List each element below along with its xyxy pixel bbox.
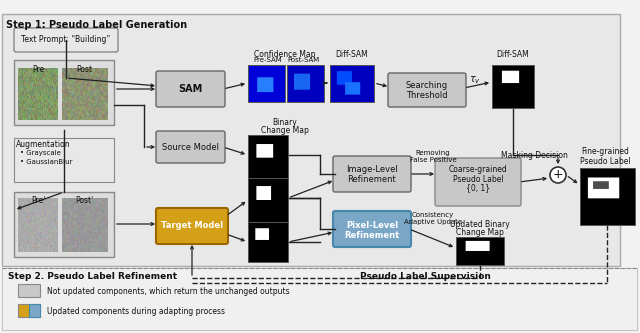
Text: Pre': Pre': [31, 196, 45, 205]
Bar: [14, 60, 114, 125]
Text: • GaussianBlur: • GaussianBlur: [20, 159, 72, 165]
Text: Post': Post': [75, 196, 93, 205]
Circle shape: [550, 167, 566, 183]
Text: Post-SAM: Post-SAM: [288, 57, 320, 63]
Text: Consistency: Consistency: [412, 212, 454, 218]
Bar: [18, 284, 40, 297]
Text: Step 2. Pseudo Label Refinement: Step 2. Pseudo Label Refinement: [8, 272, 177, 281]
Text: Pre: Pre: [32, 65, 44, 74]
Bar: [492, 65, 534, 108]
Bar: [2, 268, 637, 330]
Text: Pixel-Level: Pixel-Level: [346, 220, 398, 229]
Bar: [14, 192, 114, 257]
FancyBboxPatch shape: [156, 131, 225, 163]
Text: Change Map: Change Map: [261, 126, 309, 135]
Text: Text Prompt: “Building”: Text Prompt: “Building”: [21, 36, 111, 45]
Text: False Positive: False Positive: [410, 157, 456, 163]
Text: Not updated components, which return the unchanged outputs: Not updated components, which return the…: [47, 286, 290, 295]
FancyBboxPatch shape: [333, 156, 411, 192]
Bar: [330, 65, 374, 102]
Text: • Grayscale: • Grayscale: [20, 150, 61, 156]
Text: Updated components during adapting process: Updated components during adapting proce…: [47, 306, 225, 315]
Text: +: +: [553, 168, 563, 181]
Bar: [287, 65, 324, 102]
Text: Searching: Searching: [406, 81, 448, 90]
Text: Pseudo Label Supervision: Pseudo Label Supervision: [360, 272, 491, 281]
FancyBboxPatch shape: [435, 158, 521, 206]
Text: Pseudo Label: Pseudo Label: [580, 157, 630, 166]
FancyBboxPatch shape: [14, 28, 118, 52]
Text: Coarse-grained: Coarse-grained: [449, 166, 508, 174]
Text: Diff-SAM: Diff-SAM: [335, 50, 369, 59]
FancyBboxPatch shape: [388, 73, 466, 107]
Text: Pre-SAM: Pre-SAM: [253, 57, 282, 63]
Text: Confidence Map: Confidence Map: [254, 50, 316, 59]
Bar: [456, 237, 504, 265]
Bar: [29, 304, 40, 317]
Bar: [248, 135, 288, 178]
Text: Removing: Removing: [416, 150, 451, 156]
Text: Augmentation: Augmentation: [16, 140, 70, 149]
Bar: [2, 14, 620, 266]
Text: Change Map: Change Map: [456, 228, 504, 237]
Text: Refinement: Refinement: [344, 230, 399, 239]
Text: SAM: SAM: [178, 84, 202, 94]
FancyBboxPatch shape: [156, 208, 228, 244]
Text: Masking Decision: Masking Decision: [500, 151, 568, 160]
Text: $\tau_v$: $\tau_v$: [469, 74, 481, 86]
Text: Fine-grained: Fine-grained: [581, 148, 629, 157]
Bar: [248, 178, 288, 222]
Text: Refinement: Refinement: [348, 175, 396, 184]
Text: Step 1: Pseudo Label Generation: Step 1: Pseudo Label Generation: [6, 20, 187, 30]
Bar: [580, 168, 635, 225]
Bar: [18, 304, 40, 317]
Text: Target Model: Target Model: [161, 221, 223, 230]
Bar: [14, 138, 114, 182]
Text: Post: Post: [76, 65, 92, 74]
FancyBboxPatch shape: [156, 71, 225, 107]
Bar: [248, 222, 288, 262]
Text: Adaptive Update: Adaptive Update: [404, 219, 462, 225]
Text: Diff-SAM: Diff-SAM: [497, 50, 529, 59]
Text: Binary: Binary: [273, 118, 298, 127]
Text: Image-Level: Image-Level: [346, 166, 398, 174]
Text: Threshold: Threshold: [406, 91, 448, 100]
Text: Updated Binary: Updated Binary: [450, 220, 510, 229]
Bar: [248, 65, 285, 102]
Text: Pseudo Label: Pseudo Label: [452, 174, 503, 183]
Text: Source Model: Source Model: [161, 143, 218, 152]
FancyBboxPatch shape: [333, 211, 411, 247]
Text: {0, 1}: {0, 1}: [466, 183, 490, 192]
